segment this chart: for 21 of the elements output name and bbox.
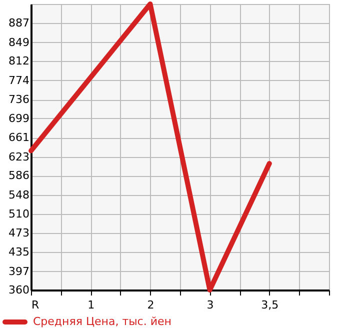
legend-label: Средняя Цена, тыс. йен <box>33 315 172 328</box>
y-tick-label: 623 <box>8 150 30 164</box>
y-tick-label: 435 <box>8 246 30 259</box>
y-tick-label: 887 <box>8 16 30 30</box>
x-tick-label: 3 <box>206 298 214 312</box>
y-tick-label: 510 <box>8 208 30 221</box>
y-tick-label: 736 <box>8 93 30 106</box>
y-tick-label: 812 <box>8 54 30 68</box>
x-tick-label: 3,5 <box>261 298 279 312</box>
x-tick-label: 2 <box>147 298 154 312</box>
y-tick-label: 397 <box>8 264 30 278</box>
y-tick-label: 699 <box>8 112 30 125</box>
y-tick-label: 661 <box>8 131 30 144</box>
y-tick-label: 774 <box>8 74 30 87</box>
y-tick-label: 360 <box>8 284 30 296</box>
y-tick-label: 849 <box>8 36 30 49</box>
y-tick-label: 473 <box>8 226 30 240</box>
x-tick-label: R <box>32 298 40 312</box>
y-tick-label: 548 <box>8 188 30 202</box>
y-tick-label: 586 <box>8 169 30 182</box>
x-tick-label: 1 <box>88 298 95 312</box>
